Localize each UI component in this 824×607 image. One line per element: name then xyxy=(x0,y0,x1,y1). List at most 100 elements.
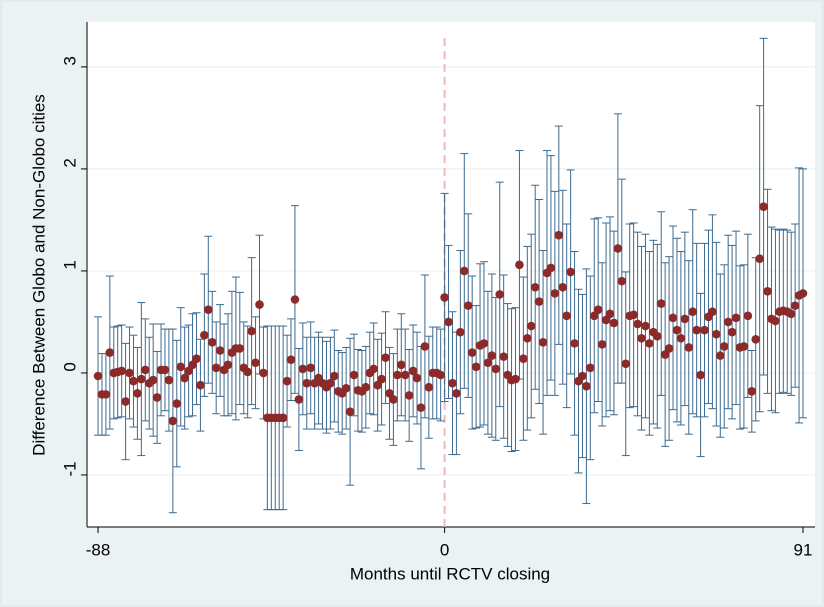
point xyxy=(235,344,245,353)
point xyxy=(278,413,288,423)
point xyxy=(184,366,193,376)
point xyxy=(664,344,674,353)
point xyxy=(605,309,615,319)
x-tick-label: 0 xyxy=(440,540,449,559)
y-axis-title: Difference Between Globo and Non-Globo c… xyxy=(29,94,48,456)
point xyxy=(223,360,233,370)
point xyxy=(396,360,406,370)
point xyxy=(688,307,698,317)
point xyxy=(341,383,351,393)
y-tick-label: 3 xyxy=(60,56,79,65)
point xyxy=(436,370,445,380)
point xyxy=(743,311,753,321)
point xyxy=(660,350,670,359)
point xyxy=(562,311,571,321)
point xyxy=(617,276,627,286)
point xyxy=(412,373,422,383)
point xyxy=(164,375,174,385)
point xyxy=(192,354,201,363)
y-tick-label: -1 xyxy=(60,461,79,476)
point xyxy=(207,338,217,347)
point xyxy=(452,389,461,398)
point xyxy=(121,397,130,406)
point xyxy=(495,290,505,299)
point xyxy=(200,330,209,340)
point xyxy=(578,371,587,381)
y-tick-label: 2 xyxy=(60,158,79,167)
point xyxy=(798,289,808,298)
point xyxy=(523,333,532,343)
point xyxy=(731,313,741,323)
point xyxy=(298,364,308,374)
point xyxy=(747,387,757,396)
point xyxy=(554,230,564,240)
point xyxy=(286,355,296,364)
point xyxy=(656,299,666,308)
point xyxy=(188,360,197,370)
point xyxy=(389,395,398,404)
point xyxy=(530,282,540,292)
point xyxy=(373,380,382,390)
point xyxy=(715,351,725,360)
point xyxy=(759,202,768,211)
point xyxy=(526,321,536,331)
point xyxy=(416,403,426,412)
point xyxy=(125,368,134,378)
point xyxy=(456,327,465,337)
point xyxy=(629,310,638,320)
point xyxy=(160,365,170,375)
point xyxy=(444,317,453,327)
point xyxy=(176,362,186,372)
point xyxy=(471,362,481,372)
point xyxy=(259,368,268,378)
point xyxy=(196,380,205,390)
point xyxy=(172,399,182,408)
point xyxy=(692,325,701,335)
point xyxy=(712,329,721,339)
x-axis-title: Months until RCTV closing xyxy=(350,564,550,583)
point xyxy=(290,295,300,304)
point xyxy=(652,331,662,341)
point xyxy=(566,267,575,277)
point xyxy=(148,375,158,385)
point xyxy=(786,309,796,319)
point xyxy=(755,254,764,263)
point xyxy=(637,333,646,343)
point xyxy=(645,339,654,348)
point xyxy=(751,334,761,344)
point xyxy=(302,378,312,388)
point xyxy=(586,363,595,373)
point xyxy=(601,315,611,325)
point xyxy=(672,325,682,335)
point xyxy=(499,352,508,361)
point xyxy=(420,342,430,351)
point xyxy=(93,371,103,381)
point xyxy=(727,327,737,337)
point xyxy=(400,370,410,380)
point xyxy=(448,378,457,388)
x-tick-label: 91 xyxy=(794,540,813,559)
point xyxy=(719,342,729,351)
point xyxy=(700,325,709,335)
point xyxy=(676,333,686,343)
point xyxy=(349,370,359,380)
point xyxy=(558,282,568,292)
point xyxy=(589,311,599,321)
point xyxy=(609,318,619,328)
point xyxy=(294,395,304,404)
point xyxy=(641,321,650,331)
point xyxy=(381,353,390,362)
point xyxy=(251,358,260,368)
point xyxy=(385,389,394,398)
point xyxy=(408,366,418,376)
point xyxy=(306,363,315,373)
point xyxy=(133,389,142,398)
point xyxy=(483,358,493,368)
y-tick-label: 0 xyxy=(60,362,79,371)
point xyxy=(101,390,111,399)
point xyxy=(105,348,115,357)
point xyxy=(393,370,402,380)
point xyxy=(771,316,780,326)
point xyxy=(668,313,678,323)
